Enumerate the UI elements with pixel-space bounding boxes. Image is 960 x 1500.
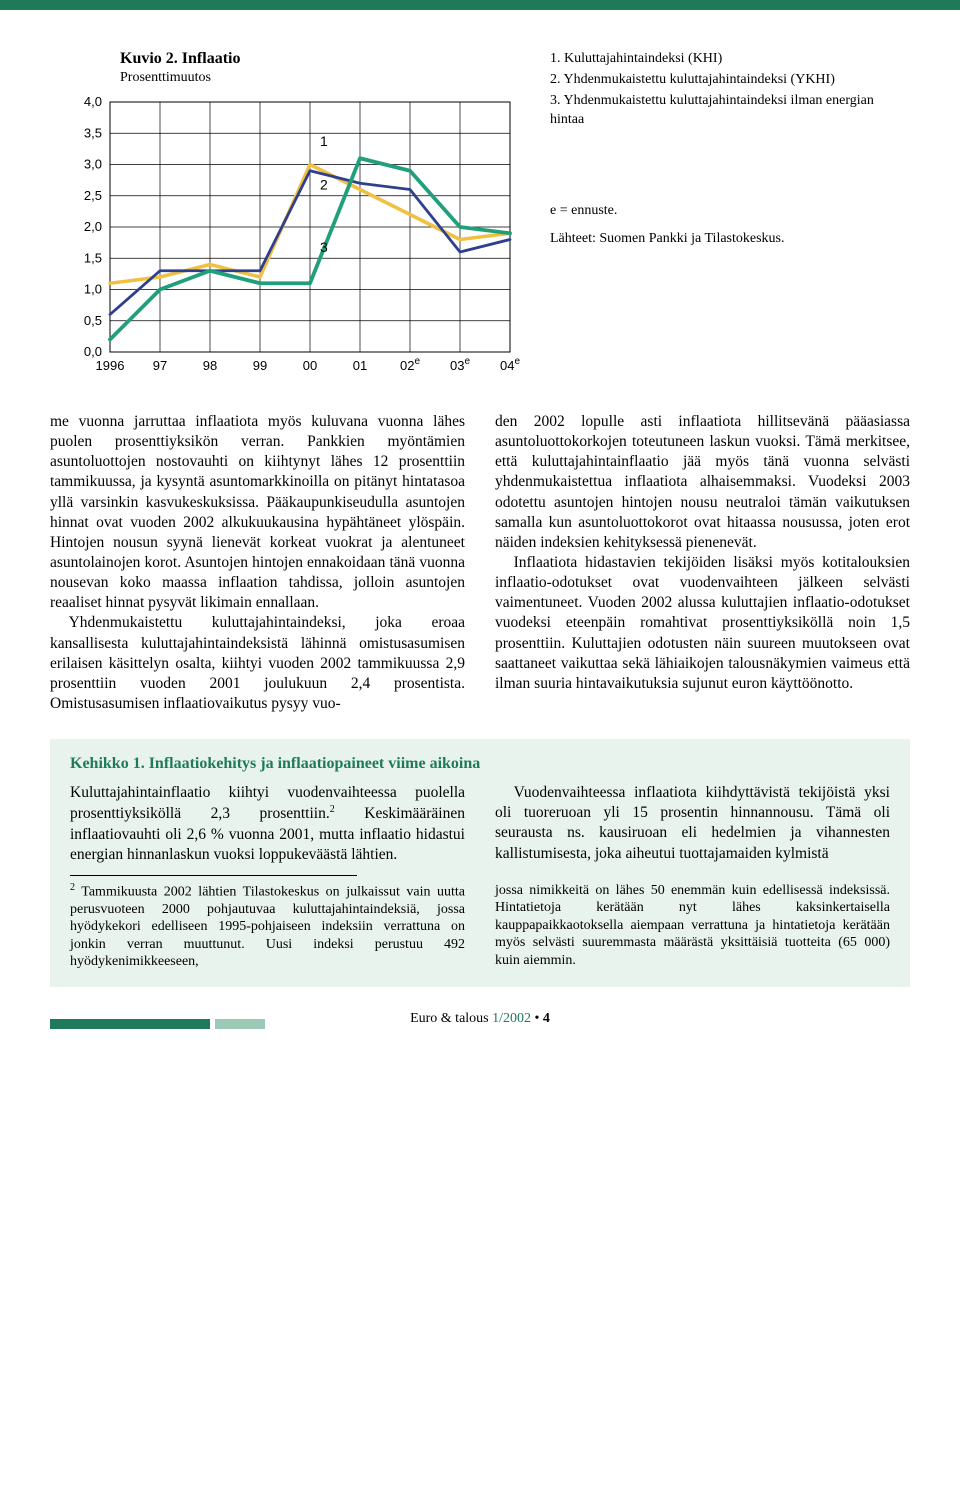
line-chart: 0,0 0,5 1,0 1,5 2,0 2,5 3,0 3,5 4,0 1996 97 98 99 00 0… (60, 92, 520, 382)
svg-text:98: 98 (203, 358, 217, 373)
body-p1: me vuonna jarruttaa inflaatiota myös kul… (50, 412, 465, 613)
svg-text:4,0: 4,0 (84, 94, 102, 109)
svg-text:99: 99 (253, 358, 267, 373)
svg-text:1: 1 (320, 133, 328, 149)
chart-title: Kuvio 2. Inflaatio (120, 50, 520, 68)
page-footer: Euro & talous 1/2002 • 4 (50, 1007, 910, 1037)
svg-text:01: 01 (353, 358, 367, 373)
box-p1: Kuluttajahintainflaatio kiihtyi vuodenva… (70, 783, 465, 865)
svg-text:0,0: 0,0 (84, 344, 102, 359)
svg-text:3,5: 3,5 (84, 125, 102, 140)
svg-text:1996: 1996 (96, 358, 125, 373)
info-box: Kehikko 1. Inflaatiokehitys ja inflaatio… (50, 739, 910, 987)
box-p2: Vuodenvaihteessa inflaatiota kiihdyttävi… (495, 783, 890, 864)
body-p3: den 2002 lopulle asti inflaatiota hillit… (495, 412, 910, 553)
body-columns: me vuonna jarruttaa inflaatiota myös kul… (50, 412, 910, 714)
chart-subtitle: Prosenttimuutos (120, 70, 520, 86)
box-columns: Kuluttajahintainflaatio kiihtyi vuodenva… (70, 783, 890, 865)
chart-container: Kuvio 2. Inflaatio Prosenttimuutos 0,00,… (60, 50, 520, 382)
box-title: Kehikko 1. Inflaatiokehitys ja inflaatio… (70, 755, 890, 773)
footer-text: Euro & talous 1/2002 • 4 (410, 1007, 550, 1027)
svg-text:02e: 02e (400, 356, 420, 373)
svg-text:2,0: 2,0 (84, 219, 102, 234)
svg-text:97: 97 (153, 358, 167, 373)
svg-text:3: 3 (320, 239, 328, 255)
svg-text:0,5: 0,5 (84, 313, 102, 328)
figure-2: Kuvio 2. Inflaatio Prosenttimuutos 0,00,… (60, 50, 900, 382)
legend-item-2: 2. Yhdenmukaistettu kuluttajahintaindeks… (550, 71, 900, 90)
footer-accent-bar (50, 1019, 210, 1029)
legend-item-1: 1. Kuluttajahintaindeksi (KHI) (550, 50, 900, 69)
footnote-2: jossa nimikkeitä on lähes 50 enemmän kui… (495, 882, 890, 970)
footnote-1: 2 Tammikuusta 2002 lähtien Tilastokeskus… (70, 882, 465, 971)
body-p4: Inflaatiota hidastavien tekijöiden lisäk… (495, 553, 910, 694)
svg-text:2,5: 2,5 (84, 188, 102, 203)
legend-note: e = ennuste. (550, 202, 900, 221)
svg-text:00: 00 (303, 358, 317, 373)
chart-legend: 1. Kuluttajahintaindeksi (KHI) 2. Yhdenm… (550, 50, 900, 249)
page: Kuvio 2. Inflaatio Prosenttimuutos 0,00,… (0, 0, 960, 1067)
svg-text:03e: 03e (450, 356, 470, 373)
svg-text:1,0: 1,0 (84, 282, 102, 297)
svg-text:04e: 04e (500, 356, 520, 373)
svg-text:1,5: 1,5 (84, 250, 102, 265)
footnote-rule (70, 875, 357, 876)
body-p2: Yhdenmukaistettu kuluttajahintaindeksi, … (50, 613, 465, 714)
legend-source: Lähteet: Suomen Pankki ja Tilastokeskus. (550, 230, 900, 249)
box-footnotes: 2 Tammikuusta 2002 lähtien Tilastokeskus… (70, 882, 890, 971)
svg-text:3,0: 3,0 (84, 157, 102, 172)
svg-text:2: 2 (320, 177, 328, 193)
top-accent-bar (0, 0, 960, 10)
legend-item-3: 3. Yhdenmukaistettu kuluttajahintaindeks… (550, 92, 900, 130)
